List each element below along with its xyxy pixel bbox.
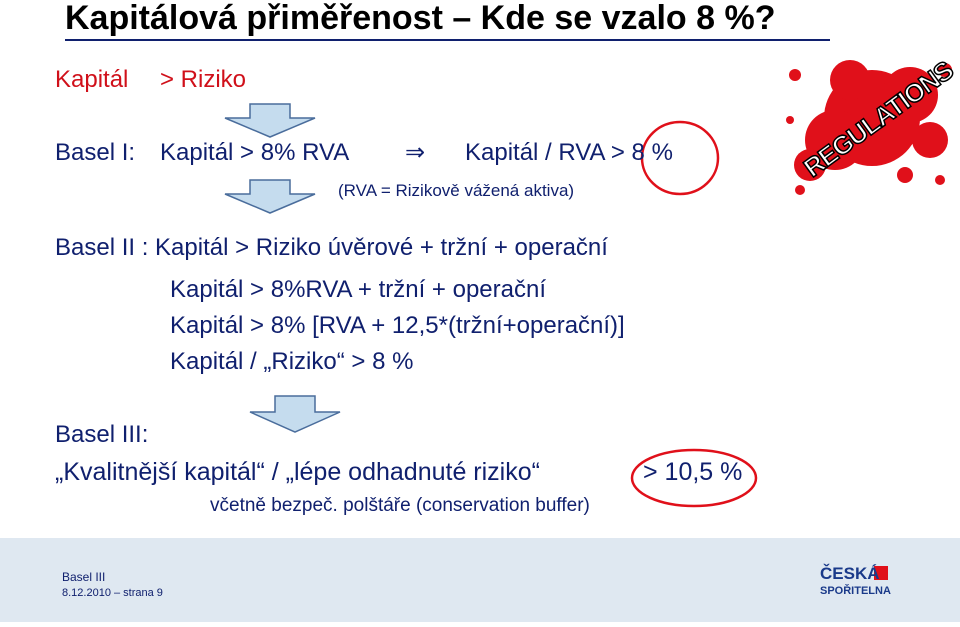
footer-date: 8.12.2010 – strana 9 xyxy=(62,587,163,599)
basel2-line: Kapitál / „Riziko“ > 8 % xyxy=(170,348,414,375)
note: (RVA = Rizikově vážená aktiva) xyxy=(338,181,575,200)
formula: Kapitál > 8% RVA xyxy=(160,139,350,166)
regulations-splat xyxy=(786,60,952,195)
logo-mark xyxy=(874,566,888,580)
footer-topic: Basel III xyxy=(62,570,106,584)
note: včetně bezpeč. polštáře (conservation bu… xyxy=(210,495,590,516)
logo: SPOŘITELNA xyxy=(820,585,891,597)
basel2-line: Kapitál > 8% [RVA + 12,5*(tržní+operační… xyxy=(170,312,625,339)
logo: ČESKÁ xyxy=(820,564,880,583)
formula: Kapitál / RVA > 8 % xyxy=(465,139,673,166)
intro: Kapitál xyxy=(55,66,129,93)
ratio: > 10,5 % xyxy=(643,458,743,486)
intro: > Riziko xyxy=(160,66,247,93)
highlight-circles xyxy=(630,120,758,508)
basel2-line: Basel II : Kapitál > Riziko úvěrové + tr… xyxy=(55,234,608,261)
basel3-line: „Kvalitnější kapitál“ / „lépe odhadnuté … xyxy=(55,458,540,486)
basel-label: Basel I: xyxy=(55,139,136,166)
arrows xyxy=(224,103,341,433)
basel2-line: Kapitál > 8%RVA + tržní + operační xyxy=(170,276,547,303)
slide-title: Kapitálová přiměřenost – Kde se vzalo 8 … xyxy=(65,0,776,37)
basel-label: Basel III: xyxy=(55,421,149,448)
implies: ⇒ xyxy=(405,139,426,166)
footer-band xyxy=(0,538,960,622)
